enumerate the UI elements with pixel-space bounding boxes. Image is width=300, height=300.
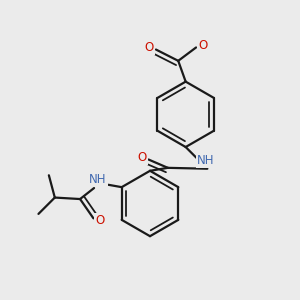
Text: NH: NH — [197, 154, 214, 167]
Text: O: O — [137, 151, 147, 164]
Text: NH: NH — [89, 172, 107, 186]
Text: O: O — [198, 39, 207, 52]
Text: O: O — [95, 214, 105, 227]
Text: O: O — [145, 41, 154, 54]
